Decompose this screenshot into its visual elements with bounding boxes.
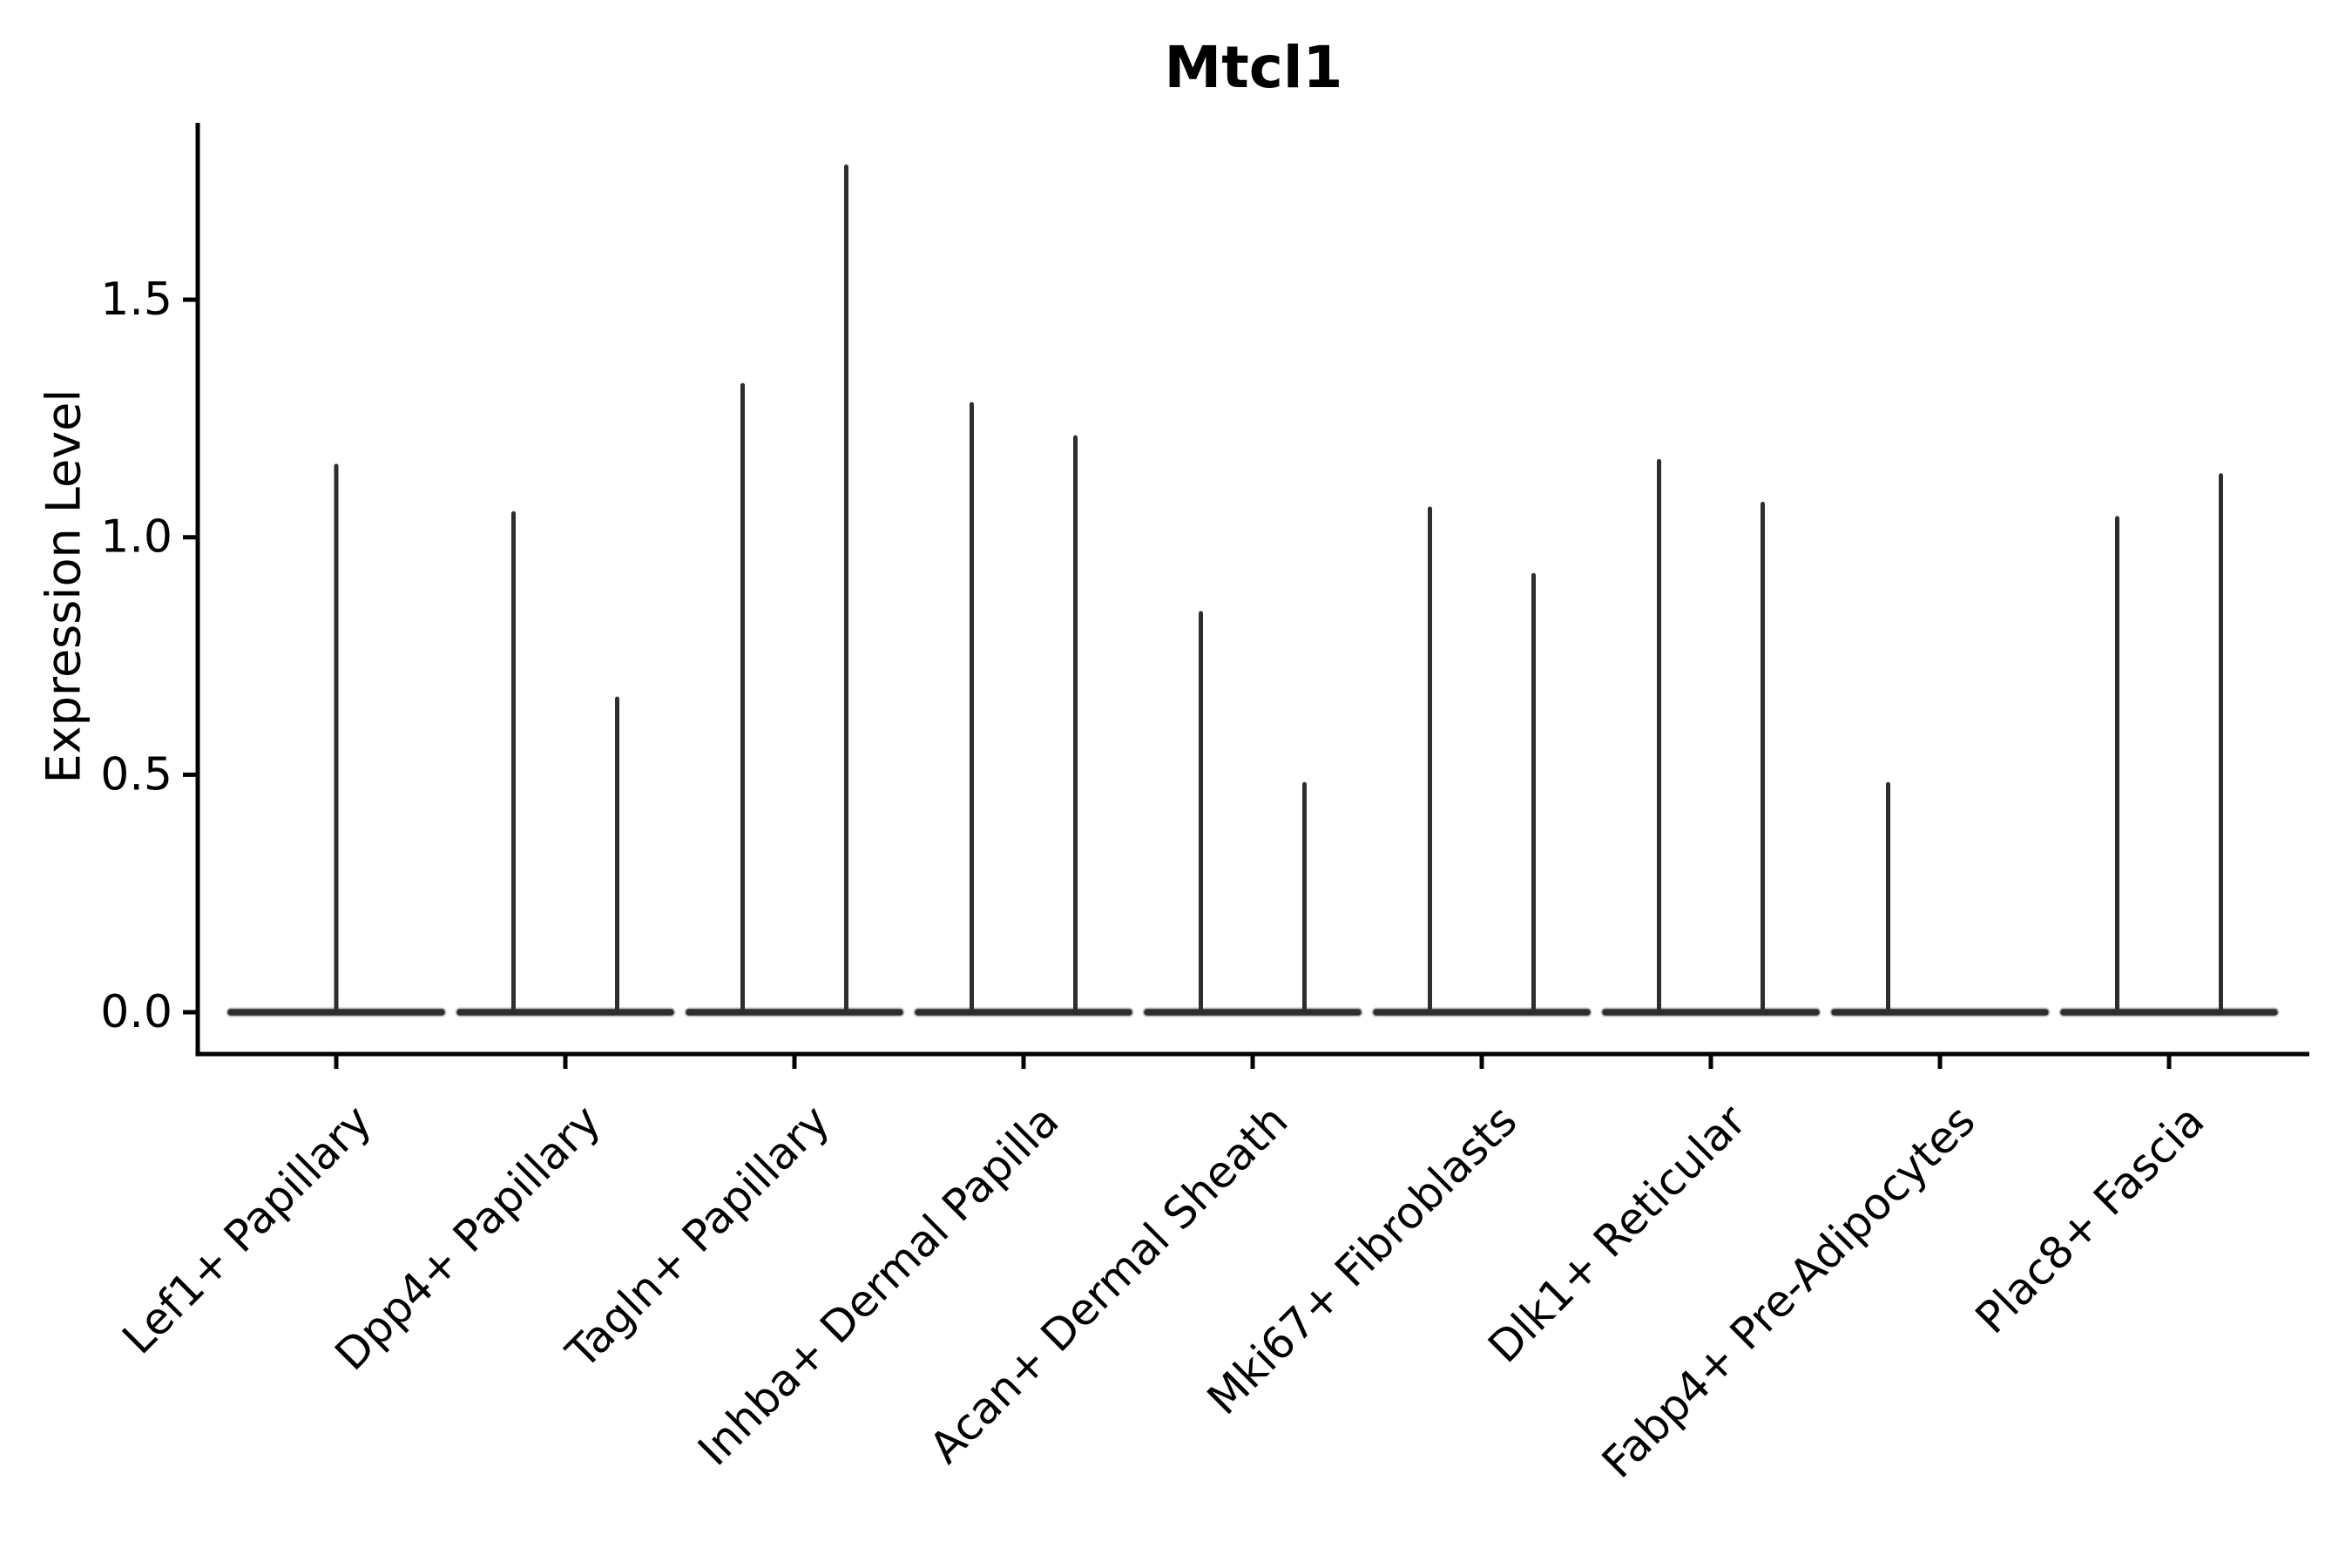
x-category-label: Lef1+ Papillary [112, 1095, 381, 1363]
chart-title: Mtcl1 [1165, 34, 1343, 101]
x-category-label: Plac8+ Fascia [1966, 1095, 2214, 1343]
y-tick-label: 1.0 [100, 511, 172, 564]
y-tick-label: 1.5 [100, 274, 172, 326]
y-tick-label: 0.5 [100, 748, 172, 801]
y-axis-label: Expression Level [37, 389, 91, 784]
y-tick-label: 0.0 [100, 986, 172, 1038]
x-category-label: Fabp4+ Pre-Adipocytes [1592, 1095, 1985, 1488]
